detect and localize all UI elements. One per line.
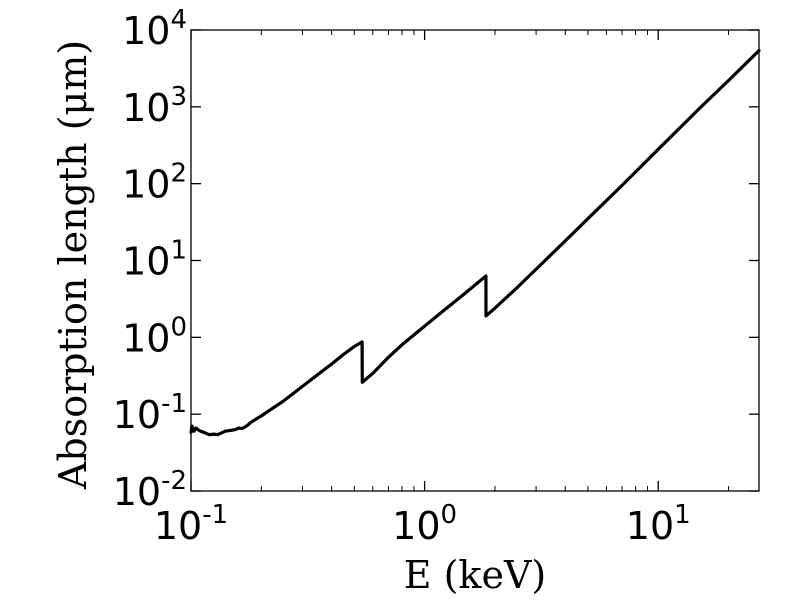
y-tick-label: 100 [122,312,187,360]
y-tick-label: 104 [122,5,187,53]
ticks-layer [190,29,759,492]
y-tick-label: 10-1 [113,389,187,437]
x-tick-label: 10-1 [154,500,228,548]
y-axis-label: Absorption length (μm) [51,40,95,490]
plot-area-frame [190,29,760,492]
x-tick-label: 100 [392,500,457,548]
series-line [189,48,761,437]
x-tick-label: 101 [626,500,691,548]
x-axis-label: E (keV) [404,553,546,597]
y-tick-label: 102 [122,159,187,207]
y-tick-label: 10-2 [113,466,187,514]
y-tick-label: 101 [122,236,187,284]
y-tick-label: 103 [122,82,187,130]
